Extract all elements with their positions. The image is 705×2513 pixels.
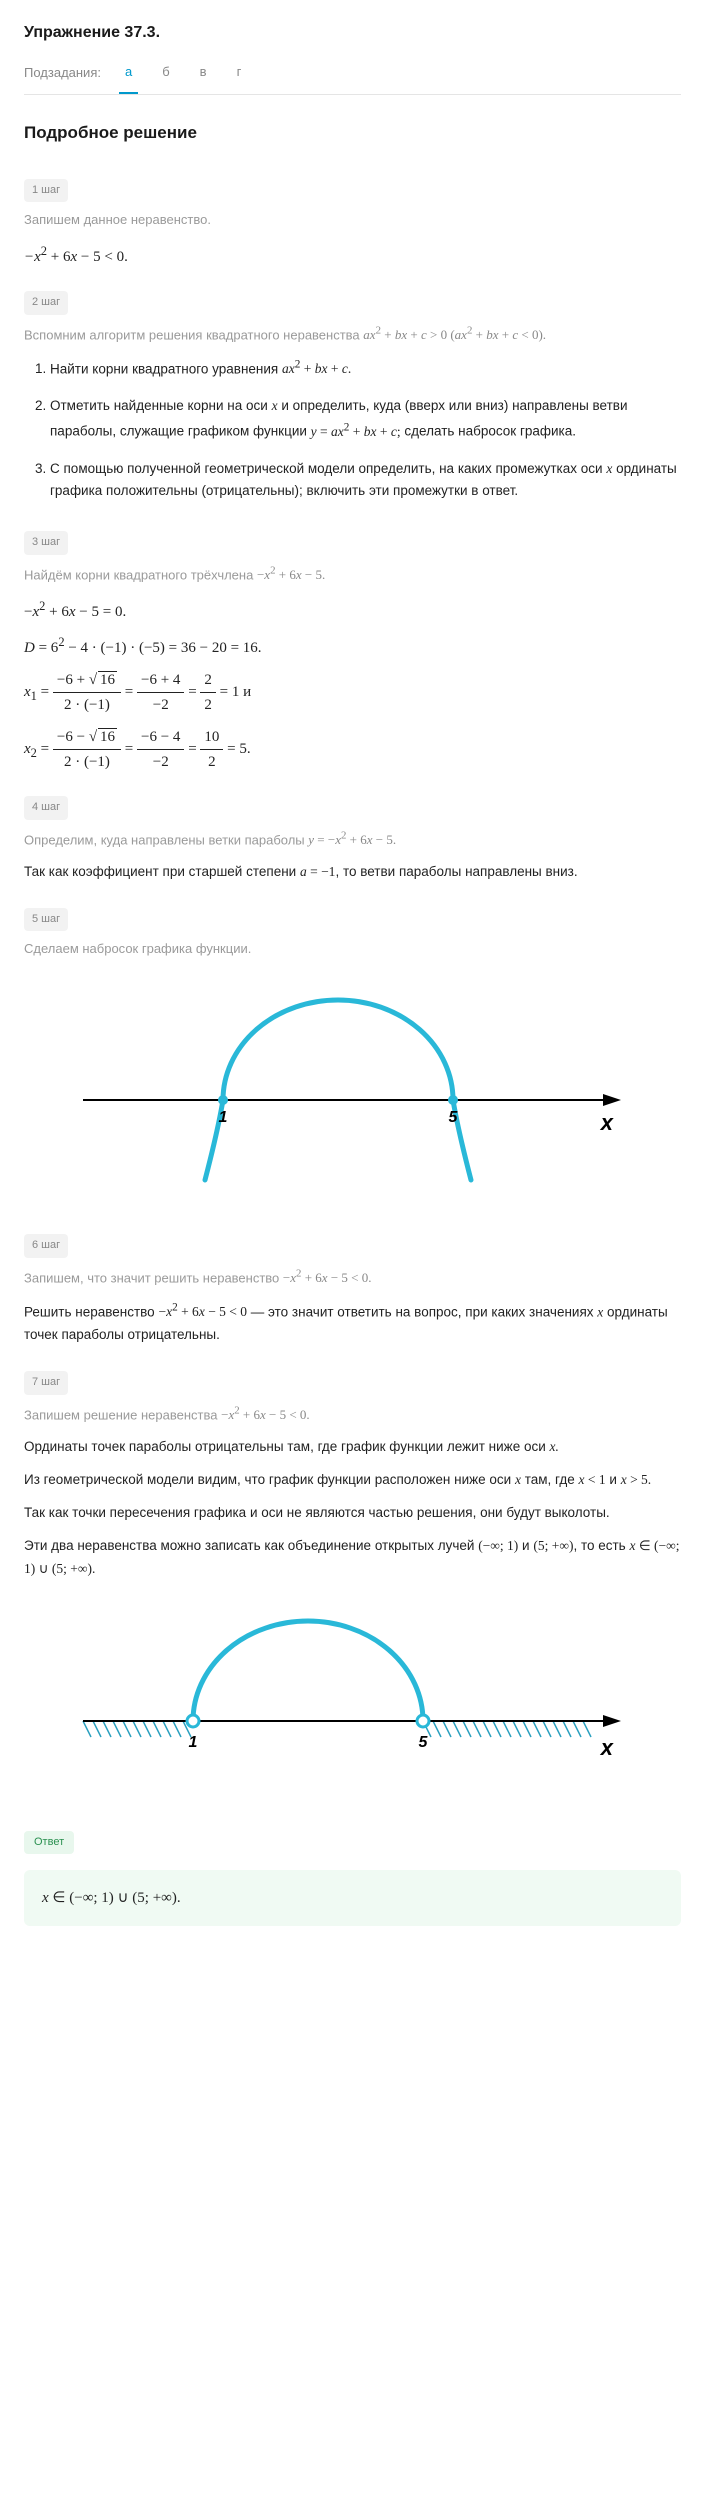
subtasks-label: Подзадания: (24, 63, 101, 94)
step-desc-5: Сделаем набросок графика функции. (24, 939, 681, 960)
step-desc-1: Запишем данное неравенство. (24, 210, 681, 231)
step-badge-6: 6 шаг (24, 1234, 68, 1258)
step6-body: Решить неравенство −x2 + 6x − 5 < 0 — эт… (24, 1299, 681, 1347)
step-badge-5: 5 шаг (24, 908, 68, 932)
step3-x1: x1 = −6 + 162 · (−1) = −6 + 4−2 = 22 = 1… (24, 668, 681, 717)
step-badge-7: 7 шаг (24, 1371, 68, 1395)
subtask-tab-v[interactable]: в (194, 62, 213, 95)
step7-p4: Эти два неравенства можно записать как о… (24, 1535, 681, 1581)
svg-text:1: 1 (188, 1734, 197, 1751)
algo-item-1: Найти корни квадратного уравнения ax2 + … (50, 356, 681, 381)
svg-text:5: 5 (448, 1109, 458, 1126)
svg-text:x: x (599, 1110, 613, 1135)
svg-text:x: x (599, 1735, 613, 1760)
section-title: Подробное решение (24, 119, 681, 146)
answer-text: x ∈ (−∞; 1) ∪ (5; +∞). (42, 1886, 663, 1910)
step1-formula: −x2 + 6x − 5 < 0. (24, 241, 681, 269)
answer-box: x ∈ (−∞; 1) ∪ (5; +∞). (24, 1870, 681, 1926)
step-badge-1: 1 шаг (24, 179, 68, 203)
step2-desc-text: Вспомним алгоритм решения квадратного не… (24, 327, 363, 342)
step7-p2: Из геометрической модели видим, что граф… (24, 1469, 681, 1492)
svg-text:5: 5 (418, 1734, 428, 1751)
step3-x2: x2 = −6 − 162 · (−1) = −6 − 4−2 = 102 = … (24, 725, 681, 774)
step-badge-2: 2 шаг (24, 291, 68, 315)
step-desc-4: Определим, куда направлены ветки парабол… (24, 828, 681, 851)
subtask-tab-g[interactable]: г (231, 62, 248, 95)
step7-p3: Так как точки пересечения графика и оси … (24, 1502, 681, 1525)
graph-1: 1 5 x (24, 980, 681, 1200)
step4-body: Так как коэффициент при старшей степени … (24, 861, 681, 884)
step-desc-2: Вспомним алгоритм решения квадратного не… (24, 323, 681, 346)
subtasks-row: Подзадания: а б в г (24, 62, 681, 96)
step7-p1: Ординаты точек параболы отрицательны там… (24, 1436, 681, 1459)
step-badge-4: 4 шаг (24, 796, 68, 820)
step3-eq1: −x2 + 6x − 5 = 0. (24, 596, 681, 624)
algo-item-3: С помощью полученной геометрической моде… (50, 458, 681, 504)
parabola-sketch-2: 1 5 x (73, 1601, 633, 1791)
algorithm-list: Найти корни квадратного уравнения ax2 + … (24, 356, 681, 504)
graph-2: 1 5 x (24, 1601, 681, 1791)
subtask-tab-b[interactable]: б (156, 62, 175, 95)
parabola-sketch-1: 1 5 x (73, 980, 633, 1200)
step-desc-3: Найдём корни квадратного трёхчлена −x2 +… (24, 563, 681, 586)
step-badge-3: 3 шаг (24, 531, 68, 555)
answer-badge: Ответ (24, 1831, 74, 1855)
step-desc-7: Запишем решение неравенства −x2 + 6x − 5… (24, 1403, 681, 1426)
svg-text:1: 1 (218, 1109, 227, 1126)
step3-eq2: D = 62 − 4 · (−1) · (−5) = 36 − 20 = 16. (24, 632, 681, 660)
algo-item-2: Отметить найденные корни на оси x и опре… (50, 395, 681, 443)
step-desc-6: Запишем, что значит решить неравенство −… (24, 1266, 681, 1289)
exercise-title: Упражнение 37.3. (24, 20, 681, 46)
subtask-tab-a[interactable]: а (119, 62, 138, 95)
step2-desc-math: ax2 + bx + c > 0 (ax2 + bx + c < 0). (363, 327, 546, 342)
